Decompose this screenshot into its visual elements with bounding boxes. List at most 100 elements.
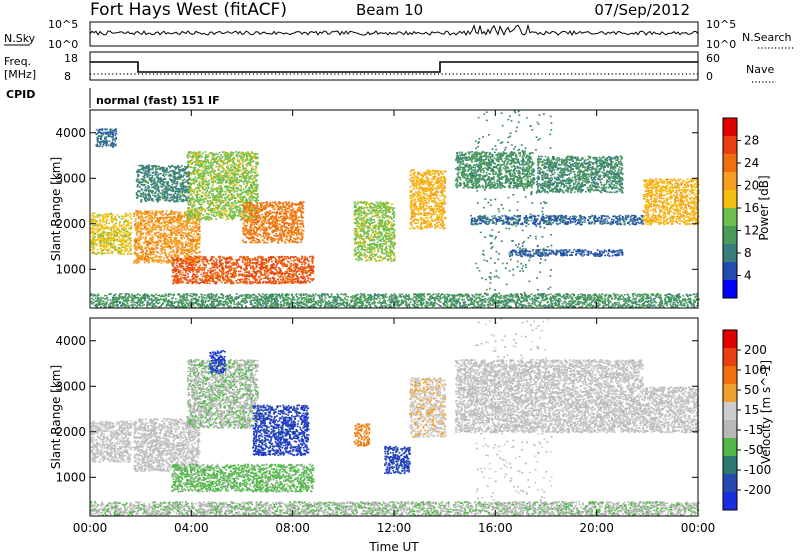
data-cell bbox=[246, 156, 248, 158]
data-cell bbox=[107, 237, 109, 239]
data-cell bbox=[110, 132, 112, 134]
data-cell bbox=[173, 176, 175, 178]
data-cell bbox=[196, 247, 198, 249]
data-cell bbox=[171, 181, 173, 183]
data-cell bbox=[152, 175, 154, 177]
data-cell bbox=[188, 179, 190, 181]
data-cell bbox=[215, 219, 217, 221]
data-cell bbox=[156, 210, 158, 212]
data-cell bbox=[239, 169, 241, 171]
data-cell bbox=[137, 257, 139, 259]
data-cell bbox=[219, 152, 221, 154]
data-cell bbox=[199, 185, 201, 187]
data-cell bbox=[243, 231, 245, 233]
data-cell bbox=[155, 235, 157, 237]
data-cell bbox=[158, 262, 160, 264]
data-cell bbox=[151, 220, 153, 222]
data-cell bbox=[170, 239, 172, 241]
data-cell bbox=[195, 252, 197, 254]
data-cell bbox=[112, 145, 114, 147]
data-cell bbox=[204, 198, 206, 200]
data-cell bbox=[163, 178, 165, 180]
data-cell bbox=[247, 183, 249, 185]
data-cell bbox=[256, 210, 258, 212]
data-cell bbox=[199, 153, 201, 155]
data-cell bbox=[145, 229, 147, 231]
data-cell bbox=[200, 207, 202, 209]
data-cell bbox=[251, 156, 253, 158]
data-cell bbox=[240, 188, 242, 190]
data-cell bbox=[232, 205, 234, 207]
data-cell bbox=[155, 222, 157, 224]
data-cell bbox=[129, 250, 131, 252]
data-cell bbox=[130, 246, 132, 248]
data-cell bbox=[171, 261, 173, 263]
data-cell bbox=[101, 231, 103, 233]
data-cell bbox=[173, 233, 175, 235]
data-cell bbox=[191, 160, 193, 162]
data-cell bbox=[184, 216, 186, 218]
data-cell bbox=[200, 198, 202, 200]
data-cell bbox=[227, 161, 229, 163]
data-cell bbox=[164, 249, 166, 251]
data-cell bbox=[127, 222, 129, 224]
data-cell bbox=[247, 162, 249, 164]
data-cell bbox=[248, 187, 250, 189]
data-cell bbox=[150, 215, 152, 217]
data-cell bbox=[157, 219, 159, 221]
data-cell bbox=[121, 249, 123, 251]
data-cell bbox=[105, 221, 107, 223]
data-cell bbox=[142, 224, 144, 226]
data-cell bbox=[117, 214, 119, 216]
data-cell bbox=[165, 196, 167, 198]
data-cell bbox=[225, 182, 227, 184]
data-cell bbox=[177, 165, 179, 167]
data-cell bbox=[149, 167, 151, 169]
data-cell bbox=[179, 174, 181, 176]
data-cell bbox=[104, 224, 106, 226]
data-cell bbox=[173, 213, 175, 215]
data-cell bbox=[226, 153, 228, 155]
data-cell bbox=[182, 243, 184, 245]
data-cell bbox=[129, 213, 131, 215]
data-cell bbox=[220, 199, 222, 201]
data-cell bbox=[259, 226, 261, 228]
data-cell bbox=[172, 184, 174, 186]
data-cell bbox=[210, 163, 212, 165]
data-cell bbox=[137, 211, 139, 213]
data-cell bbox=[160, 173, 162, 175]
data-cell bbox=[98, 225, 100, 227]
data-cell bbox=[256, 197, 258, 199]
data-cell bbox=[108, 223, 110, 225]
data-cell bbox=[255, 174, 257, 176]
data-cell bbox=[290, 215, 292, 217]
data-cell bbox=[110, 252, 112, 254]
data-cell bbox=[245, 213, 247, 215]
data-cell bbox=[268, 206, 270, 208]
data-cell bbox=[136, 227, 138, 229]
data-cell bbox=[233, 159, 235, 161]
data-cell bbox=[238, 165, 240, 167]
data-cell bbox=[94, 219, 96, 221]
data-cell bbox=[100, 235, 102, 237]
data-cell bbox=[151, 247, 153, 249]
data-cell bbox=[192, 214, 194, 216]
data-cell bbox=[110, 247, 112, 249]
data-cell bbox=[237, 159, 239, 161]
data-cell bbox=[180, 183, 182, 185]
data-cell bbox=[205, 159, 207, 161]
data-cell bbox=[207, 218, 209, 220]
data-cell bbox=[92, 243, 94, 245]
data-cell bbox=[190, 228, 192, 230]
data-cell bbox=[155, 227, 157, 229]
data-cell bbox=[191, 208, 193, 210]
data-cell bbox=[240, 198, 242, 200]
data-cell bbox=[195, 225, 197, 227]
data-cell bbox=[136, 229, 138, 231]
data-cell bbox=[190, 151, 192, 153]
data-cell bbox=[157, 194, 159, 196]
data-cell bbox=[135, 218, 137, 220]
data-cell bbox=[163, 214, 165, 216]
data-cell bbox=[138, 227, 140, 229]
data-cell bbox=[138, 240, 140, 242]
